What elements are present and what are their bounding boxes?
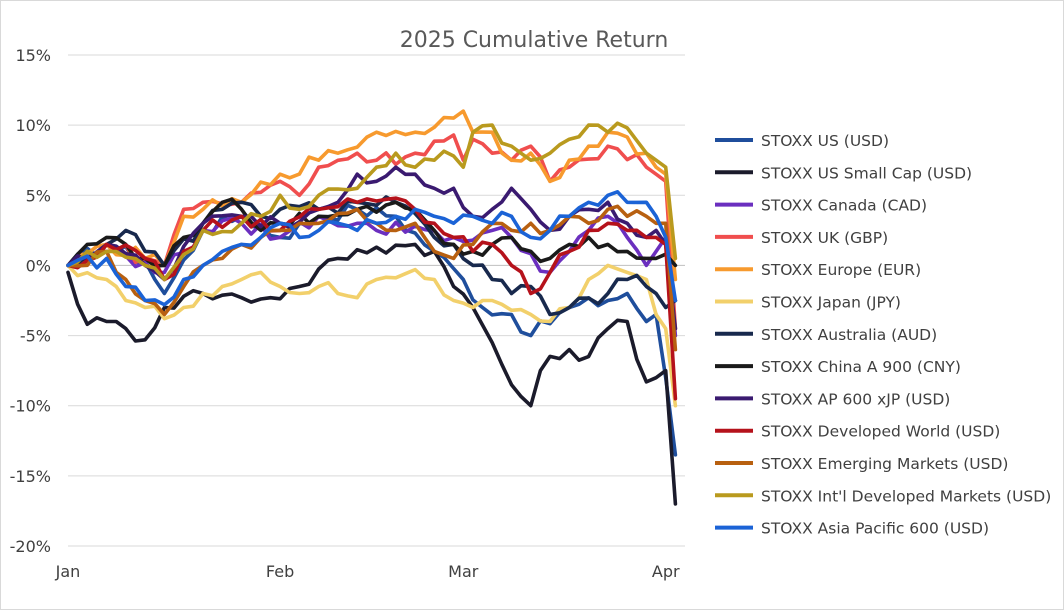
chart-title: 2025 Cumulative Return bbox=[400, 28, 669, 53]
legend-label: STOXX Emerging Markets (USD) bbox=[761, 455, 1008, 473]
series-line bbox=[66, 203, 678, 457]
legend-label: STOXX UK (GBP) bbox=[761, 229, 888, 247]
series-line bbox=[66, 197, 678, 268]
legend-label: STOXX Int'l Developed Markets (USD) bbox=[761, 487, 1051, 505]
legend-label: STOXX Asia Pacific 600 (USD) bbox=[761, 520, 989, 538]
legend-label: STOXX Europe (EUR) bbox=[761, 261, 921, 279]
legend-label: STOXX Japan (JPY) bbox=[761, 294, 901, 312]
series-line bbox=[66, 165, 678, 331]
y-tick-label: -10% bbox=[10, 397, 51, 416]
gridlines bbox=[68, 54, 685, 547]
legend-label: STOXX AP 600 xJP (USD) bbox=[761, 390, 950, 408]
x-tick-label: Mar bbox=[448, 562, 479, 581]
legend-label: STOXX China A 900 (CNY) bbox=[761, 358, 961, 376]
series-line bbox=[66, 121, 678, 282]
legend-label: STOXX US (USD) bbox=[761, 132, 889, 150]
legend-label: STOXX Canada (CAD) bbox=[761, 197, 927, 215]
legend: STOXX US (USD) STOXX US Small Cap (USD) ST… bbox=[715, 132, 1051, 538]
x-tick-label: Feb bbox=[266, 562, 294, 581]
legend-label: STOXX Australia (AUD) bbox=[761, 326, 937, 344]
y-tick-label: 15% bbox=[15, 46, 51, 65]
legend-label: STOXX US Small Cap (USD) bbox=[761, 164, 972, 182]
y-axis-ticks: 15% 10% 5% 0% -5% -10% -15% -20% bbox=[10, 46, 51, 556]
x-tick-label: Apr bbox=[652, 562, 680, 581]
y-tick-label: -5% bbox=[20, 327, 51, 346]
series-lines bbox=[66, 109, 678, 506]
y-tick-label: -20% bbox=[10, 537, 51, 556]
series-line bbox=[66, 195, 678, 317]
x-axis-ticks: Jan Feb Mar Apr bbox=[55, 562, 680, 581]
series-line bbox=[66, 196, 678, 401]
y-tick-label: -15% bbox=[10, 467, 51, 486]
x-tick-label: Jan bbox=[55, 562, 81, 581]
legend-label: STOXX Developed World (USD) bbox=[761, 423, 1000, 441]
y-tick-label: 10% bbox=[15, 116, 51, 135]
y-tick-label: 5% bbox=[26, 186, 51, 205]
y-tick-label: 0% bbox=[26, 256, 51, 275]
series-line bbox=[66, 190, 678, 307]
